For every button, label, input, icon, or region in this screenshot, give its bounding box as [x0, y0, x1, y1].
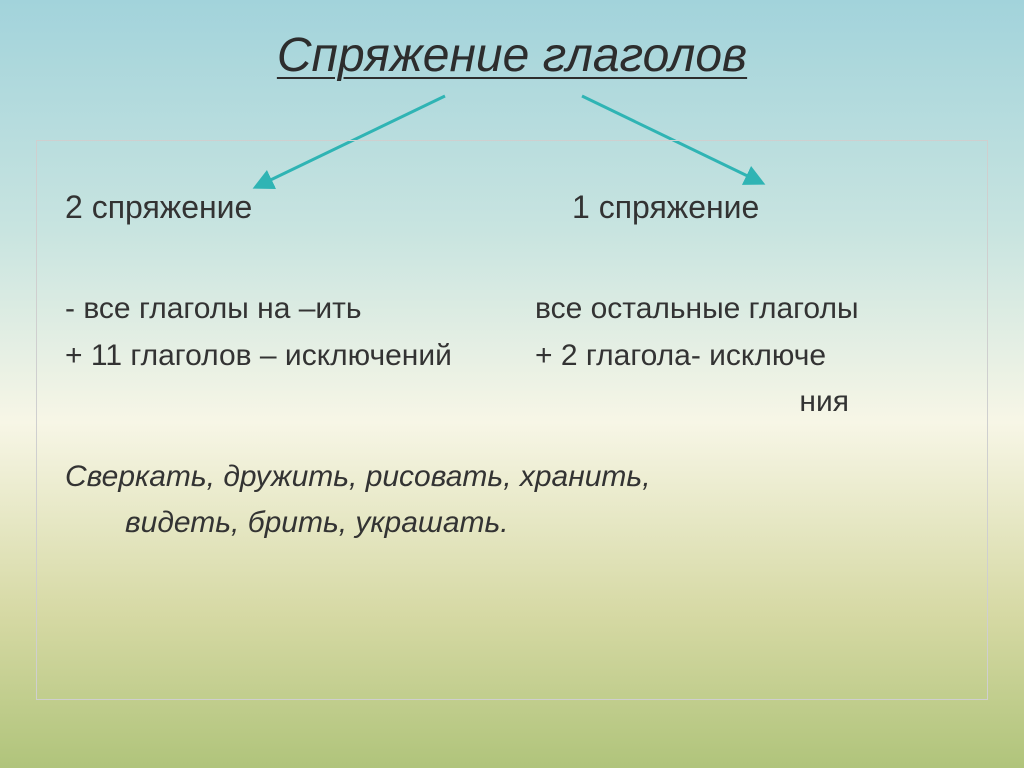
body-l2-left: + 11 глаголов – исключений	[65, 333, 535, 380]
examples-line-1: Сверкать, дружить, рисовать, хранить,	[65, 454, 959, 501]
body-l1-left: - все глаголы на –ить	[65, 286, 535, 333]
subhead-row: 2 спряжение 1 спряжение	[65, 189, 959, 226]
body-line-1: - все глаголы на –ить все остальные глаг…	[65, 286, 959, 333]
examples-line-2: видеть, брить, украшать.	[65, 500, 959, 547]
body-l2-right: + 2 глагола- исключе	[535, 333, 959, 380]
content-frame: 2 спряжение 1 спряжение - все глаголы на…	[36, 140, 988, 700]
slide: Спряжение глаголов 2 спряжение 1 спряжен…	[0, 0, 1024, 768]
body-l1-right: все остальные глаголы	[535, 286, 959, 333]
body-lines: - все глаголы на –ить все остальные глаг…	[65, 286, 959, 426]
body-line-3: ния	[65, 379, 959, 426]
body-l3-right: ния	[535, 379, 959, 426]
body-line-2: + 11 глаголов – исключений + 2 глагола- …	[65, 333, 959, 380]
subhead-left: 2 спряжение	[65, 189, 452, 226]
slide-title: Спряжение глаголов	[0, 28, 1024, 83]
examples-block: Сверкать, дружить, рисовать, хранить, ви…	[65, 454, 959, 547]
subhead-right: 1 спряжение	[452, 189, 959, 226]
body-l3-left	[65, 379, 535, 426]
